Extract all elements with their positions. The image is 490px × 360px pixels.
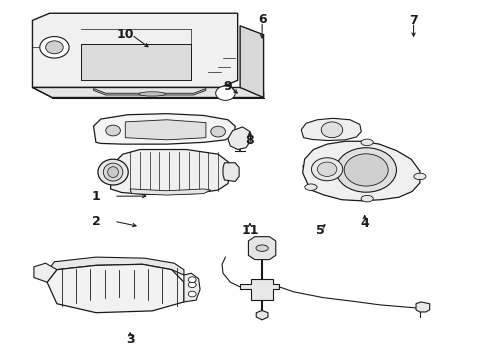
Ellipse shape xyxy=(103,163,123,181)
Polygon shape xyxy=(32,13,238,87)
Ellipse shape xyxy=(361,139,373,145)
Polygon shape xyxy=(111,149,230,194)
Polygon shape xyxy=(240,26,264,98)
Circle shape xyxy=(188,291,196,297)
Ellipse shape xyxy=(108,167,119,177)
Circle shape xyxy=(46,41,63,54)
Polygon shape xyxy=(81,44,191,80)
Circle shape xyxy=(312,158,343,181)
Text: 3: 3 xyxy=(126,333,134,346)
Circle shape xyxy=(321,122,343,138)
Polygon shape xyxy=(125,120,206,140)
Text: 10: 10 xyxy=(117,28,134,41)
Circle shape xyxy=(40,37,69,58)
Circle shape xyxy=(188,282,196,288)
Polygon shape xyxy=(301,118,361,140)
Text: 11: 11 xyxy=(241,224,259,237)
Polygon shape xyxy=(223,163,239,181)
Polygon shape xyxy=(32,87,264,98)
Text: 2: 2 xyxy=(92,215,100,228)
Circle shape xyxy=(216,86,235,100)
Polygon shape xyxy=(42,257,184,282)
Polygon shape xyxy=(47,264,184,313)
Ellipse shape xyxy=(98,159,128,185)
Text: 1: 1 xyxy=(92,190,100,203)
Text: 9: 9 xyxy=(223,80,232,93)
Polygon shape xyxy=(256,311,268,320)
Text: 4: 4 xyxy=(360,216,369,230)
Polygon shape xyxy=(34,263,57,282)
Circle shape xyxy=(318,162,337,176)
Circle shape xyxy=(106,125,121,136)
Polygon shape xyxy=(248,237,276,260)
Ellipse shape xyxy=(256,245,268,251)
Polygon shape xyxy=(184,273,200,302)
Circle shape xyxy=(188,277,196,283)
Text: 7: 7 xyxy=(409,14,418,27)
Ellipse shape xyxy=(305,184,317,190)
Ellipse shape xyxy=(139,92,166,96)
Polygon shape xyxy=(130,189,211,195)
Circle shape xyxy=(344,154,388,186)
Circle shape xyxy=(336,148,396,192)
Polygon shape xyxy=(416,302,430,312)
Text: 8: 8 xyxy=(245,134,254,147)
Polygon shape xyxy=(303,141,420,201)
Ellipse shape xyxy=(414,173,426,180)
Ellipse shape xyxy=(361,195,373,202)
Polygon shape xyxy=(94,114,235,144)
Polygon shape xyxy=(94,89,206,95)
Polygon shape xyxy=(240,279,279,300)
Circle shape xyxy=(211,126,225,137)
Text: 6: 6 xyxy=(258,13,267,26)
Polygon shape xyxy=(228,127,251,149)
Text: 5: 5 xyxy=(317,224,325,237)
